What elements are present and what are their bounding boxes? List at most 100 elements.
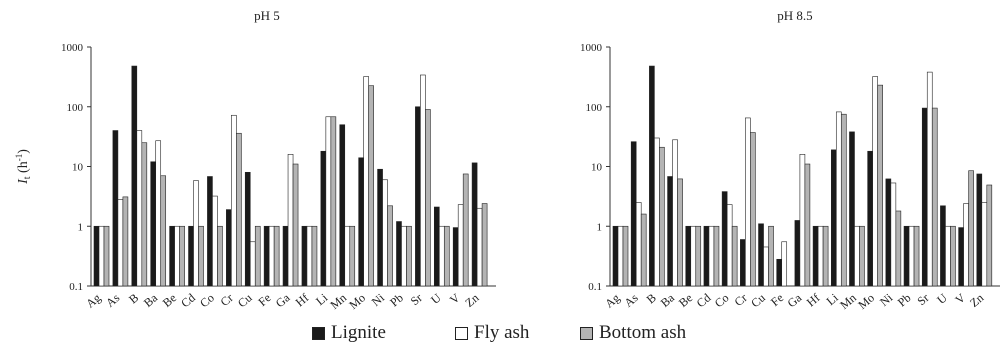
bar-lignite-pb [396, 221, 402, 287]
x-tick-label-cr: Cr [732, 291, 750, 309]
bar-lignite-ba [150, 161, 157, 287]
bar-bottom-ash-ba [677, 178, 683, 287]
bar-bottom-ash-ni [387, 205, 393, 287]
y-tick-label-10: 10 [591, 162, 603, 174]
bar-bottom-ash-ga [804, 163, 811, 287]
bar-fly-ash-b [136, 130, 143, 287]
y-tick-label-1000: 1000 [580, 42, 603, 54]
bar-fly-ash-pb [401, 225, 407, 287]
bar-fly-ash-ga [799, 154, 806, 287]
legend-item-bottom-ash: Bottom ash [580, 322, 686, 344]
bar-fly-ash-mo [363, 76, 369, 287]
bar-lignite-zn [976, 173, 983, 287]
bar-fly-ash-ga [287, 154, 294, 287]
x-tick-label-v: V [447, 290, 463, 307]
bar-bottom-ash-ag [622, 225, 629, 287]
bar-bottom-ash-mo [877, 84, 883, 287]
bar-bottom-ash-zn [481, 203, 488, 287]
bar-bottom-ash-cu [768, 225, 774, 287]
legend-label-lignite: Lignite [331, 322, 386, 343]
legend-swatch-fly-ash [455, 326, 468, 340]
bar-lignite-be [685, 225, 692, 287]
x-tick-label-cu: Cu [748, 291, 768, 311]
x-tick-label-ba: Ba [658, 290, 678, 310]
x-tick-label-hf: Hf [293, 291, 312, 310]
y-tick-label-10: 10 [72, 162, 84, 174]
legend-label-fly-ash: Fly ash [474, 322, 530, 343]
bar-lignite-mn [849, 131, 855, 287]
bar-lignite-b [649, 65, 655, 287]
x-tick-label-ga: Ga [273, 290, 293, 310]
bar-bottom-ash-as [640, 213, 647, 287]
bar-bottom-ash-pb [406, 225, 412, 287]
x-tick-label-ni: Ni [369, 290, 388, 309]
bar-lignite-be [169, 225, 175, 287]
x-tick-label-be: Be [160, 291, 179, 310]
bar-fly-ash-sr [420, 74, 426, 287]
bar-lignite-ag [93, 225, 100, 287]
bar-fly-ash-ba [672, 139, 678, 287]
bar-lignite-as [112, 130, 119, 287]
bar-lignite-li [830, 149, 837, 287]
bar-bottom-ash-zn [986, 184, 993, 287]
y-tick-label-0-1: 0.1 [69, 281, 83, 293]
chart-panel-1: pH 5 0.1 1 10 100 1000 It (h-1) Ag As B Ba Be Cd Co Cr… [14, 8, 496, 312]
bar-lignite-li [320, 150, 327, 287]
bar-lignite-cu [758, 223, 764, 287]
x-tick-label-u: U [428, 290, 444, 307]
bar-lignite-co [207, 176, 213, 287]
bar-lignite-ni [885, 178, 892, 287]
x-tick-label-zn: Zn [462, 291, 481, 310]
bar-bottom-ash-b [659, 146, 665, 287]
bar-bottom-ash-ga [292, 163, 299, 287]
x-tick-label-cr: Cr [218, 291, 236, 309]
legend-label-bottom-ash: Bottom ash [599, 322, 687, 343]
bar-fly-ash-cr [745, 117, 751, 287]
x-tick-label-ag: Ag [602, 291, 622, 311]
x-tick-label-co: Co [197, 291, 217, 311]
bar-fly-ash-v [963, 203, 969, 287]
bar-lignite-v [452, 227, 459, 287]
y-tick-label-0-1: 0.1 [588, 281, 602, 293]
bar-bottom-ash-fe [273, 225, 280, 287]
x-tick-label-cu: Cu [235, 291, 255, 311]
bar-fly-ash-ni [890, 182, 897, 287]
bar-lignite-fe [263, 225, 270, 287]
bar-fly-ash-pb [908, 225, 915, 287]
chart-title: pH 5 [254, 8, 280, 23]
bar-bottom-ash-cr [236, 132, 242, 287]
bar-lignite-mn [339, 124, 346, 287]
bar-lignite-ba [667, 176, 673, 287]
x-tick-label-cd: Cd [178, 291, 198, 311]
chart-title: pH 8.5 [777, 8, 812, 23]
bar-bottom-ash-v [462, 173, 469, 287]
x-tick-label-pb: Pb [387, 291, 406, 310]
bar-bottom-ash-pb [913, 225, 920, 287]
bar-fly-ash-ag [617, 225, 624, 287]
x-tick-label-sr: Sr [408, 291, 425, 309]
bar-bottom-ash-cu [254, 225, 261, 287]
bar-bottom-ash-be [179, 225, 185, 287]
bar-bottom-ash-ag [103, 225, 110, 287]
x-tick-label-ag: Ag [83, 291, 103, 311]
bar-lignite-hf [301, 225, 308, 287]
bar-fly-ash-cu [763, 246, 769, 287]
y-tick-label-100: 100 [67, 102, 84, 114]
y-tick-label-1: 1 [78, 221, 84, 233]
bar-fly-ash-sr [926, 71, 933, 287]
bar-fly-ash-mn [854, 225, 860, 287]
bar-bottom-ash-ni [895, 210, 902, 287]
bar-fly-ash-be [174, 225, 180, 287]
bar-bottom-ash-cr [750, 132, 756, 287]
bar-bottom-ash-hf [311, 225, 318, 287]
bar-bottom-ash-u [443, 225, 450, 287]
y-tick-label-1000: 1000 [61, 42, 84, 54]
x-tick-label-ba: Ba [141, 290, 161, 310]
x-tick-label-hf: Hf [804, 291, 823, 310]
x-tick-label-cd: Cd [694, 291, 714, 311]
bar-bottom-ash-mn [859, 225, 865, 287]
bar-fly-ash-ba [155, 140, 162, 287]
bar-fly-ash-cd [193, 180, 199, 287]
bar-fly-ash-zn [476, 207, 483, 287]
bar-lignite-fe [776, 258, 783, 287]
